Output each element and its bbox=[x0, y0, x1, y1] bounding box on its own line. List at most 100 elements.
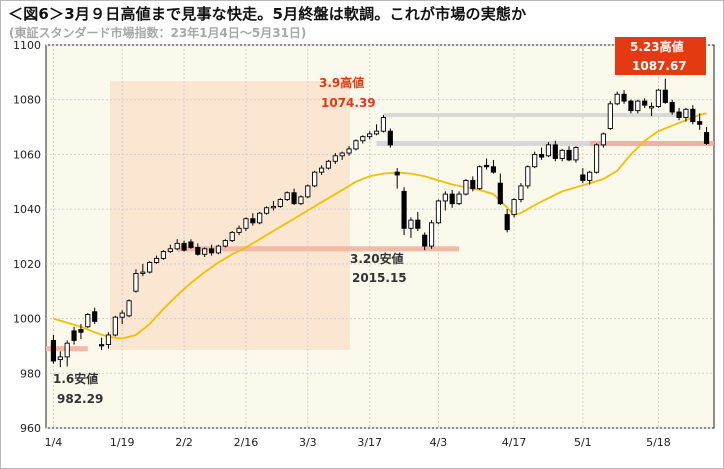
x-tick-label: 5/18 bbox=[646, 436, 671, 449]
annotation-may23-high-value: 1087.67 bbox=[632, 59, 687, 73]
candle-body-up bbox=[140, 271, 146, 274]
annotation-may23-high-date: 5.23高値 bbox=[630, 39, 684, 54]
candle-body-down bbox=[703, 132, 710, 144]
candle-body-down bbox=[394, 171, 400, 176]
candle bbox=[607, 101, 613, 130]
candle bbox=[600, 132, 607, 148]
candle bbox=[559, 148, 565, 162]
y-tick-label: 1060 bbox=[13, 148, 41, 161]
candle bbox=[449, 189, 455, 208]
candle-body-down bbox=[401, 190, 407, 229]
candle-body-up bbox=[683, 108, 689, 118]
candle-body-up bbox=[298, 196, 304, 205]
candle-body-down bbox=[690, 108, 696, 123]
candle bbox=[188, 239, 194, 249]
candle bbox=[305, 184, 311, 199]
candle-body-down bbox=[566, 149, 572, 161]
candle-body-down bbox=[552, 144, 558, 159]
candle bbox=[215, 244, 222, 255]
candle bbox=[312, 170, 318, 188]
candle bbox=[71, 326, 77, 345]
candle bbox=[147, 261, 153, 274]
candle-body-down bbox=[92, 311, 98, 322]
candle bbox=[339, 151, 345, 160]
candle-body-up bbox=[112, 316, 118, 336]
candle bbox=[662, 78, 668, 104]
annotation-mar20-low-date: 3.20安値 bbox=[350, 251, 404, 266]
candle-body-up bbox=[655, 89, 662, 108]
candle-body-down bbox=[387, 130, 393, 146]
resistance-level-band bbox=[383, 113, 686, 118]
candle-body-up bbox=[318, 167, 325, 173]
candle-body-up bbox=[85, 314, 91, 328]
candle-body-up bbox=[593, 144, 600, 173]
candle-body-up bbox=[648, 106, 655, 109]
candle bbox=[635, 99, 641, 114]
annotation-mar9-high-value: 1074.39 bbox=[321, 96, 376, 110]
candle-body-up bbox=[126, 300, 132, 317]
candle-body-down bbox=[98, 344, 105, 347]
candle bbox=[477, 165, 483, 190]
candle bbox=[532, 151, 538, 169]
candle-body-up bbox=[147, 262, 153, 273]
candle-body-up bbox=[360, 136, 366, 142]
candle-body-down bbox=[208, 248, 215, 254]
candle bbox=[697, 113, 703, 130]
candle bbox=[655, 88, 662, 108]
candle-body-up bbox=[518, 185, 524, 201]
candle bbox=[346, 146, 352, 156]
y-tick-label: 1040 bbox=[13, 203, 41, 216]
candle bbox=[387, 128, 393, 148]
candle-body-down bbox=[483, 164, 490, 168]
candle-body-down bbox=[697, 121, 703, 125]
candle-body-down bbox=[628, 100, 634, 112]
candle-body-up bbox=[435, 200, 442, 224]
y-tick-label: 980 bbox=[20, 367, 41, 380]
candle-body-up bbox=[284, 192, 290, 201]
candle-body-up bbox=[243, 218, 249, 229]
candle bbox=[648, 102, 655, 117]
candle bbox=[298, 195, 304, 206]
candle-body-up bbox=[339, 152, 345, 157]
candle bbox=[195, 243, 201, 256]
candle bbox=[126, 299, 132, 318]
candle bbox=[92, 307, 98, 325]
candle-body-up bbox=[635, 100, 641, 112]
candle bbox=[408, 217, 414, 238]
candle-body-down bbox=[71, 330, 77, 341]
y-tick-label: 1000 bbox=[13, 313, 41, 326]
candle-body-up bbox=[133, 272, 139, 292]
candle-body-up bbox=[64, 342, 70, 358]
candle-body-down bbox=[470, 179, 476, 190]
x-tick-label: 3/3 bbox=[299, 436, 317, 449]
candle bbox=[415, 211, 421, 232]
candle bbox=[580, 168, 586, 184]
candle bbox=[202, 247, 208, 258]
candle-body-down bbox=[621, 93, 627, 102]
candle bbox=[621, 90, 627, 104]
candle bbox=[257, 211, 263, 225]
candle-body-down bbox=[504, 214, 510, 231]
candle-body-up bbox=[57, 356, 63, 361]
candle bbox=[538, 147, 545, 160]
candle-body-up bbox=[587, 171, 593, 181]
candle bbox=[284, 191, 290, 201]
candle bbox=[380, 115, 387, 133]
candle bbox=[263, 206, 270, 215]
candle-body-down bbox=[188, 241, 194, 248]
candle-body-up bbox=[236, 227, 242, 233]
candle-body-down bbox=[78, 329, 84, 333]
candle bbox=[222, 239, 228, 248]
candle-body-up bbox=[263, 207, 270, 214]
candle-body-up bbox=[215, 245, 222, 254]
candle bbox=[360, 135, 366, 144]
candle-body-up bbox=[428, 222, 435, 247]
candle bbox=[229, 231, 235, 242]
candle-body-up bbox=[477, 166, 483, 190]
candle-body-up bbox=[202, 248, 208, 255]
candle bbox=[160, 250, 167, 260]
candle-body-up bbox=[456, 193, 462, 205]
candle-body-up bbox=[153, 257, 160, 263]
x-tick-label: 3/17 bbox=[357, 436, 382, 449]
